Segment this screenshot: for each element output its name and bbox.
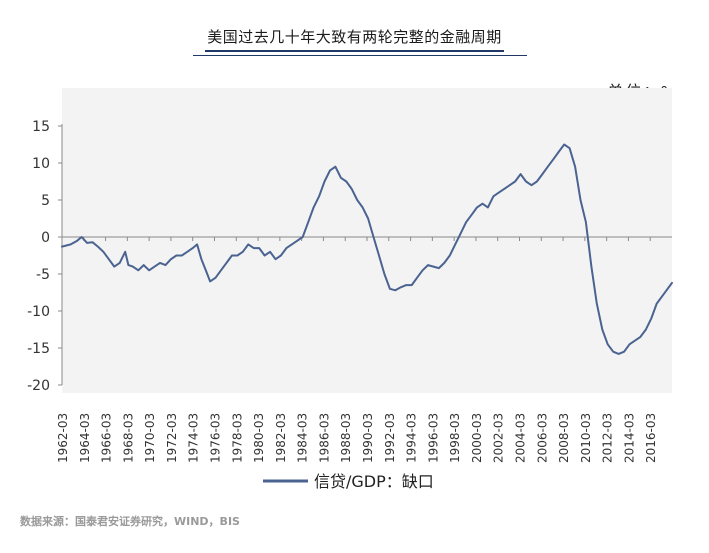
x-tick-label: 2010-03: [579, 413, 593, 463]
y-tick-label: 15: [32, 119, 50, 135]
x-tick-label: 2008-03: [557, 413, 571, 463]
title-underline: [193, 55, 527, 56]
y-tick-label: -20: [27, 378, 50, 394]
x-tick-label: 1962-03: [56, 413, 70, 463]
x-tick-label: 2002-03: [492, 413, 506, 463]
x-tick-label: 1990-03: [361, 413, 375, 463]
x-tick-label: 2006-03: [535, 413, 549, 463]
series-group: [61, 143, 673, 355]
x-tick-label: 1966-03: [100, 413, 114, 463]
x-tick-label: 1980-03: [252, 413, 266, 463]
legend-label: 信贷/GDP：缺口: [314, 472, 434, 491]
y-tick-label: -15: [27, 341, 50, 357]
x-tick-label: 1994-03: [405, 413, 419, 463]
x-tick-label: 2000-03: [470, 413, 484, 463]
chart-title-wrap: 美国过去几十年大致有两轮完整的金融周期: [0, 26, 709, 52]
axes: 15 10 5 0 -5 -10 -15 -20 1962-03 1964-03 1966-03 19…: [27, 119, 672, 463]
x-tick-label: 1984-03: [296, 413, 310, 463]
x-tick-label: 2014-03: [622, 413, 636, 463]
series-line-0: [61, 143, 673, 355]
x-tick-label: 2004-03: [514, 413, 528, 463]
x-tick-label: 1992-03: [383, 413, 397, 463]
x-tick-label: 1970-03: [143, 413, 157, 463]
x-tick-label: 1976-03: [209, 413, 223, 463]
y-tick-label: -5: [36, 267, 50, 283]
x-tick-label: 1968-03: [121, 413, 135, 463]
y-tick-label: 10: [32, 156, 50, 172]
x-tick-label: 1972-03: [165, 413, 179, 463]
x-tick-label: 2012-03: [601, 413, 615, 463]
x-tick-label: 1982-03: [274, 413, 288, 463]
x-tick-label: 1974-03: [187, 413, 201, 463]
x-tick-label: 1988-03: [339, 413, 353, 463]
y-tick-label: -10: [27, 304, 50, 320]
source-note: 数据来源：国泰君安证券研究，WIND，BIS: [20, 515, 240, 528]
y-tick-label: 5: [41, 193, 50, 209]
y-tick-label: 0: [41, 230, 50, 246]
x-tick-label: 1998-03: [448, 413, 462, 463]
legend: 信贷/GDP：缺口: [263, 472, 434, 491]
x-tick-label: 1978-03: [230, 413, 244, 463]
x-tick-label: 2016-03: [644, 413, 658, 463]
x-tick-label: 1996-03: [426, 413, 440, 463]
chart-title: 美国过去几十年大致有两轮完整的金融周期: [205, 26, 504, 52]
x-tick-label: 1964-03: [78, 413, 92, 463]
x-tick-label: 1986-03: [317, 413, 331, 463]
